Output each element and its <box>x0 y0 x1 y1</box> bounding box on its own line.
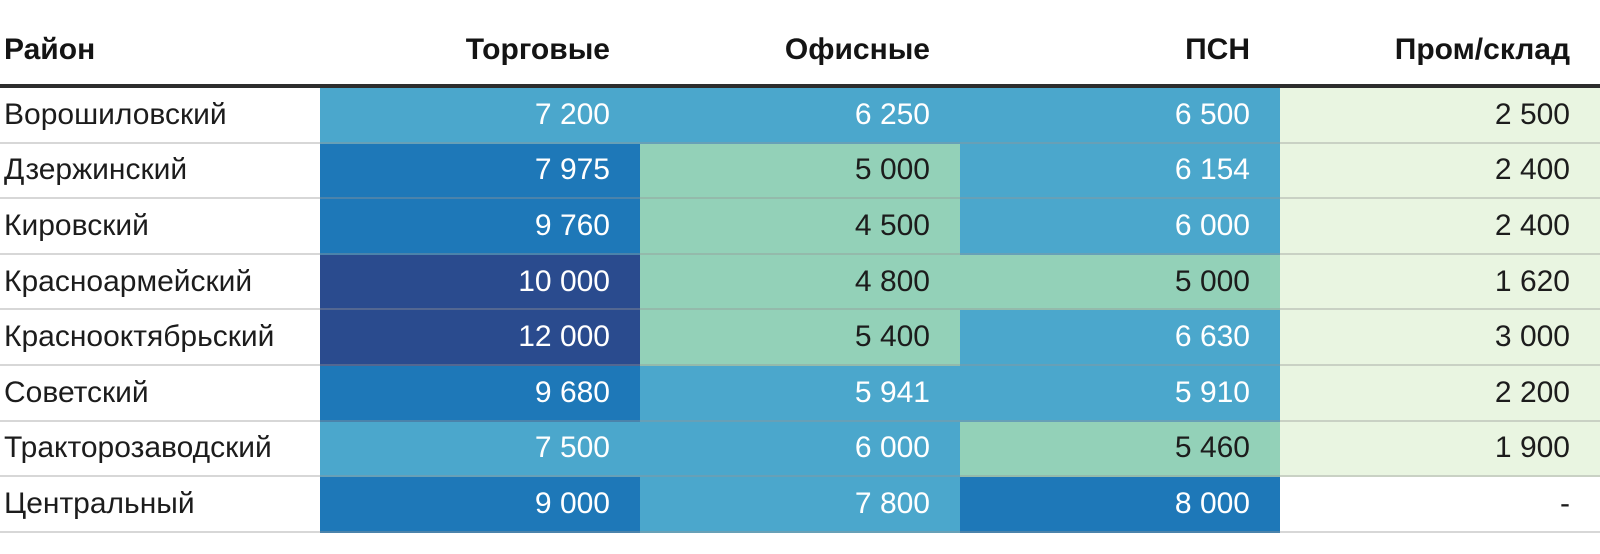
district-cell: Советский <box>0 365 320 422</box>
price-cell: 6 000 <box>640 421 960 478</box>
price-cell: 3 000 <box>1280 310 1600 366</box>
column-header-industrial: Пром/склад <box>1394 33 1570 66</box>
table-row: Кировский 9 760 4 500 6 000 2 400 <box>0 199 1600 255</box>
column-header-retail: Торговые <box>465 33 610 66</box>
table-row: Тракторозаводский 7 500 6 000 5 460 1 90… <box>0 421 1600 478</box>
table-row: Красноармейский 10 000 4 800 5 000 1 620 <box>0 254 1600 311</box>
price-cell: 2 400 <box>1280 143 1600 200</box>
price-cell: 5 910 <box>960 365 1280 422</box>
price-cell: 1 620 <box>1280 254 1600 311</box>
price-cell: 2 200 <box>1280 365 1600 422</box>
column-header-district: Район <box>4 33 96 66</box>
price-cell: 1 900 <box>1280 421 1600 478</box>
price-cell: 4 500 <box>640 199 960 255</box>
price-cell: 7 975 <box>320 143 640 200</box>
table-row: Советский 9 680 5 941 5 910 2 200 <box>0 365 1600 422</box>
table-row: Краснооктябрьский 12 000 5 400 6 630 3 0… <box>0 310 1600 366</box>
price-cell: 9 760 <box>320 199 640 255</box>
district-cell: Тракторозаводский <box>0 421 320 478</box>
district-cell: Дзержинский <box>0 143 320 200</box>
price-cell: 8 000 <box>960 477 1280 533</box>
price-cell: 6 154 <box>960 143 1280 200</box>
price-cell: 6 500 <box>960 88 1280 144</box>
price-cell: 6 250 <box>640 88 960 144</box>
table-row: Ворошиловский 7 200 6 250 6 500 2 500 <box>0 88 1600 144</box>
district-cell: Красноармейский <box>0 254 320 311</box>
district-cell: Центральный <box>0 477 320 533</box>
price-cell: 7 200 <box>320 88 640 144</box>
district-cell: Краснооктябрьский <box>0 310 320 366</box>
table-row: Дзержинский 7 975 5 000 6 154 2 400 <box>0 143 1600 200</box>
price-cell: - <box>1280 477 1600 533</box>
price-cell: 5 941 <box>640 365 960 422</box>
price-heatmap-table: Район Торговые Офисные ПСН Пром/склад Во… <box>0 0 1600 533</box>
column-header-psn: ПСН <box>1185 33 1250 66</box>
price-cell: 2 500 <box>1280 88 1600 144</box>
district-cell: Ворошиловский <box>0 88 320 144</box>
price-cell: 6 000 <box>960 199 1280 255</box>
price-cell: 7 500 <box>320 421 640 478</box>
price-cell: 9 680 <box>320 365 640 422</box>
price-cell: 9 000 <box>320 477 640 533</box>
price-cell: 7 800 <box>640 477 960 533</box>
table-header-row: Район Торговые Офисные ПСН Пром/склад <box>0 0 1600 88</box>
price-cell: 5 000 <box>960 254 1280 311</box>
price-cell: 10 000 <box>320 254 640 311</box>
price-cell: 4 800 <box>640 254 960 311</box>
price-cell: 5 000 <box>640 143 960 200</box>
price-cell: 12 000 <box>320 310 640 366</box>
district-cell: Кировский <box>0 199 320 255</box>
price-cell: 5 400 <box>640 310 960 366</box>
table-row: Центральный 9 000 7 800 8 000 - <box>0 477 1600 533</box>
column-header-office: Офисные <box>784 33 930 66</box>
price-cell: 2 400 <box>1280 199 1600 255</box>
price-cell: 6 630 <box>960 310 1280 366</box>
price-cell: 5 460 <box>960 421 1280 478</box>
